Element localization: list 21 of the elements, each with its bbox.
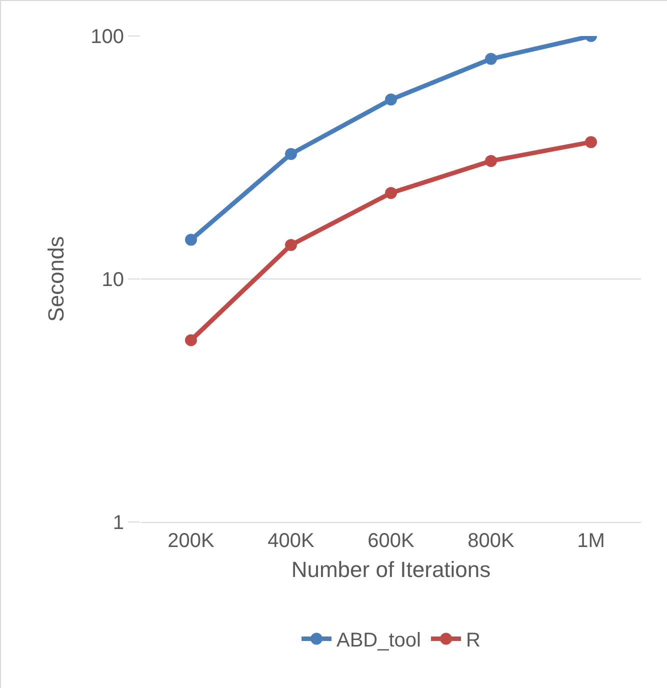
y-tick-label: 100 [90,26,124,48]
y-axis-title: Seconds [43,236,68,322]
point [285,239,297,252]
legend-label: R [466,630,480,652]
x-tick-label: 1M [577,530,605,552]
legend-label: ABD_tool [336,630,421,652]
point [485,154,497,167]
x-axis-title: Number of Iterations [291,556,491,582]
point [185,234,197,246]
x-tick-label: 200K [168,530,216,552]
point [185,334,197,346]
x-tick-label: 400K [268,530,316,552]
x-tick-label: 800K [468,530,516,552]
point [385,93,397,106]
point [385,186,397,199]
y-tick-label: 10 [102,269,124,291]
point [585,136,597,148]
point [285,148,297,160]
x-tick-label: 600K [368,530,416,552]
y-tick-label: 1 [112,512,124,534]
point [485,52,497,65]
